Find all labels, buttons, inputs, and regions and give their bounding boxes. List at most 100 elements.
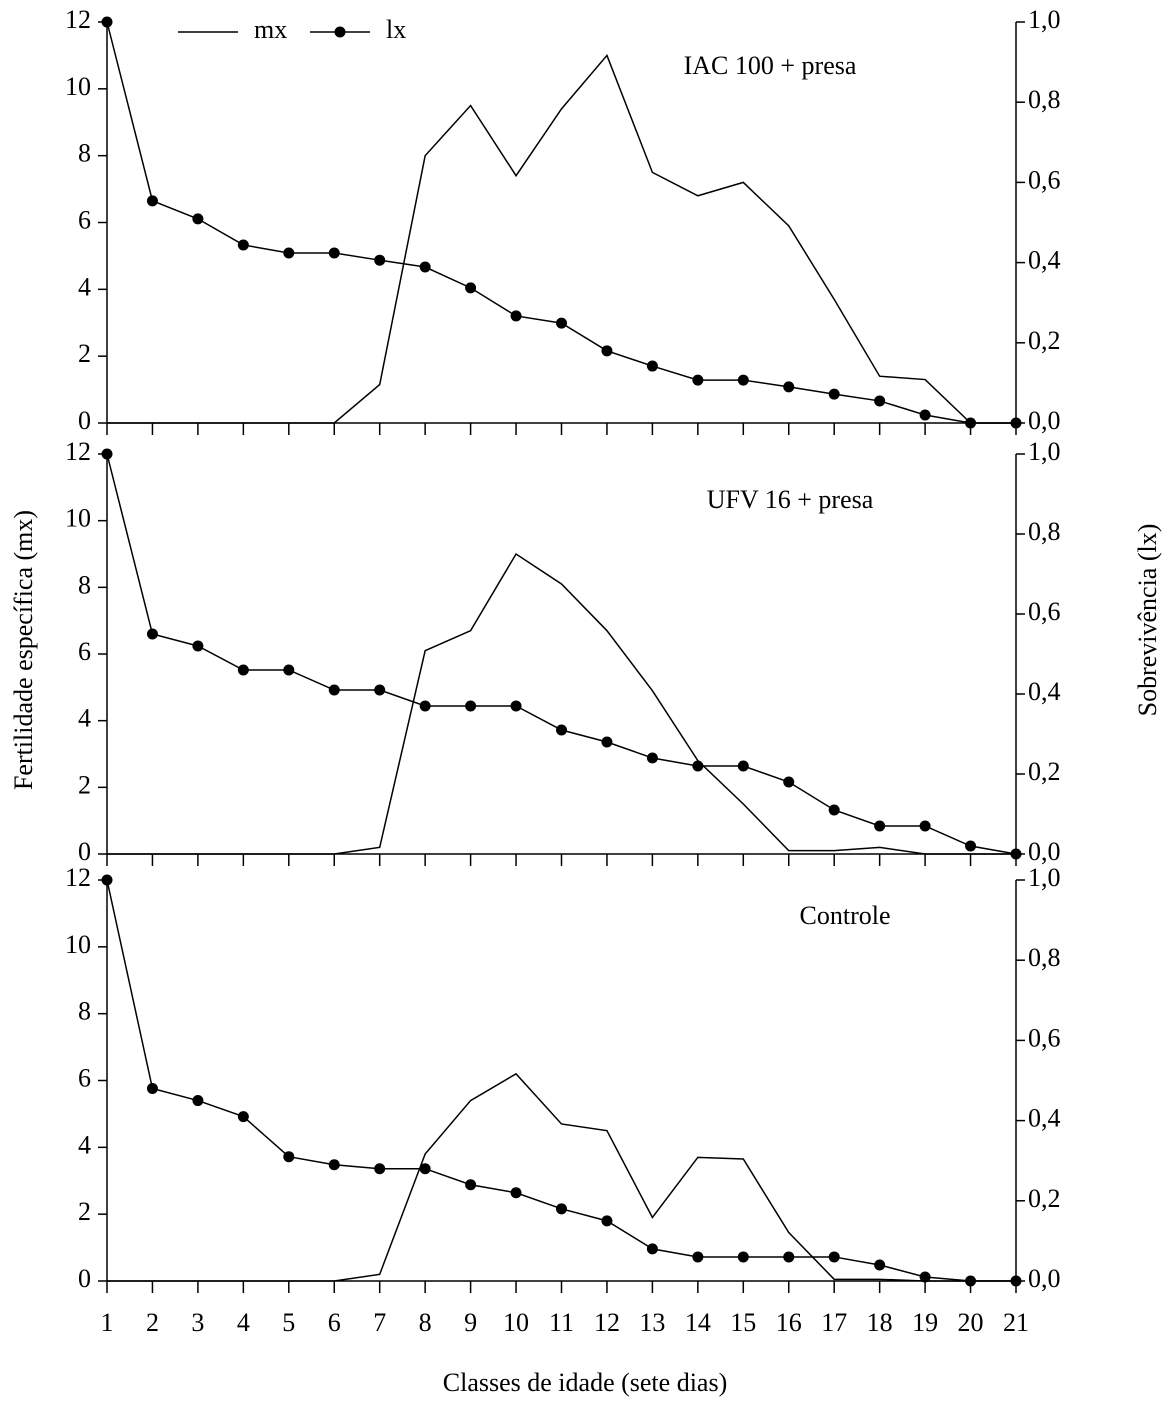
marker	[601, 345, 613, 357]
x-tick-label: 13	[639, 1308, 665, 1337]
y-tick-label: 0	[78, 837, 91, 866]
y2-tick-label: 0,6	[1028, 1023, 1061, 1052]
x-tick-label: 19	[912, 1308, 938, 1337]
x-tick-label: 4	[237, 1308, 250, 1337]
marker	[328, 1159, 340, 1171]
marker	[919, 820, 931, 832]
x-tick-label: 18	[867, 1308, 893, 1337]
marker	[328, 684, 340, 696]
y2-tick-label: 0,0	[1028, 1264, 1061, 1293]
marker	[101, 874, 113, 886]
y-tick-label: 6	[78, 205, 91, 234]
marker	[556, 724, 567, 736]
y-tick-label: 2	[78, 770, 91, 799]
y-tick-label: 4	[78, 1130, 91, 1159]
legend-label: lx	[386, 15, 406, 44]
marker	[146, 1083, 158, 1095]
y-tick-label: 10	[65, 72, 91, 101]
marker	[828, 388, 840, 400]
marker	[465, 1179, 477, 1191]
marker	[783, 381, 795, 393]
y2-tick-label: 0,2	[1028, 757, 1061, 786]
marker	[146, 195, 158, 207]
y2-tick-label: 0,4	[1028, 1104, 1061, 1133]
marker	[465, 282, 477, 294]
marker	[237, 1111, 249, 1123]
y2-tick-label: 0,8	[1028, 85, 1061, 114]
marker	[783, 776, 795, 788]
marker	[1010, 848, 1022, 860]
marker	[283, 664, 295, 676]
series-line	[107, 53, 1016, 424]
x-tick-label: 5	[282, 1308, 295, 1337]
marker	[556, 1203, 567, 1215]
y-tick-label: 8	[78, 570, 91, 599]
x-tick-label: 8	[419, 1308, 432, 1337]
marker	[874, 395, 886, 407]
y-tick-label: 8	[78, 997, 91, 1026]
marker	[692, 374, 704, 386]
y-tick-label: 12	[65, 863, 91, 892]
x-tick-label: 12	[594, 1308, 620, 1337]
y-tick-label: 4	[78, 272, 91, 301]
y2-tick-label: 0,0	[1028, 837, 1061, 866]
series-line	[107, 552, 1016, 855]
marker	[192, 1095, 204, 1107]
marker	[465, 700, 477, 712]
x-tick-label: 21	[1003, 1308, 1029, 1337]
annotation: IAC 100 + presa	[684, 51, 857, 80]
x-tick-label: 7	[373, 1308, 386, 1337]
marker	[419, 700, 431, 712]
x-tick-label: 16	[776, 1308, 802, 1337]
marker	[646, 1243, 658, 1255]
marker	[828, 1251, 840, 1263]
y-tick-label: 0	[78, 406, 91, 435]
marker	[419, 1163, 431, 1175]
legend-label: mx	[254, 15, 287, 44]
marker	[237, 664, 249, 676]
x-tick-label: 2	[146, 1308, 159, 1337]
marker	[874, 1259, 886, 1271]
marker	[374, 684, 386, 696]
marker	[510, 310, 522, 322]
marker	[737, 760, 749, 772]
y2-tick-label: 1,0	[1028, 437, 1061, 466]
y2-tick-label: 1,0	[1028, 5, 1061, 34]
y-tick-label: 2	[78, 339, 91, 368]
y-tick-label: 4	[78, 704, 91, 733]
marker	[919, 409, 931, 421]
marker	[601, 736, 613, 748]
y-axis-label: Fertilidade específica (mx)	[9, 510, 38, 790]
x-tick-label: 17	[821, 1308, 847, 1337]
marker	[737, 1251, 749, 1263]
y-tick-label: 10	[65, 504, 91, 533]
marker	[919, 1271, 931, 1283]
marker	[101, 448, 113, 460]
x-tick-label: 1	[101, 1308, 114, 1337]
y-tick-label: 8	[78, 139, 91, 168]
legend-marker	[334, 26, 346, 38]
y2-tick-label: 0,4	[1028, 677, 1061, 706]
marker	[783, 1251, 795, 1263]
marker	[510, 700, 522, 712]
marker	[556, 317, 567, 329]
x-tick-label: 6	[328, 1308, 341, 1337]
y2-tick-label: 1,0	[1028, 863, 1061, 892]
marker	[101, 16, 113, 28]
marker	[692, 760, 704, 772]
y2-tick-label: 0,0	[1028, 406, 1061, 435]
marker	[192, 640, 204, 652]
marker	[1010, 417, 1022, 429]
marker	[828, 804, 840, 816]
marker	[737, 374, 749, 386]
y-tick-label: 12	[65, 5, 91, 34]
marker	[965, 1275, 977, 1287]
x-tick-label: 15	[730, 1308, 756, 1337]
series-line	[106, 453, 1017, 855]
y2-tick-label: 0,2	[1028, 326, 1061, 355]
marker	[328, 247, 340, 259]
x-tick-label: 10	[503, 1308, 529, 1337]
y2-tick-label: 0,8	[1028, 517, 1061, 546]
annotation: UFV 16 + presa	[707, 485, 874, 514]
y2-tick-label: 0,6	[1028, 597, 1061, 626]
